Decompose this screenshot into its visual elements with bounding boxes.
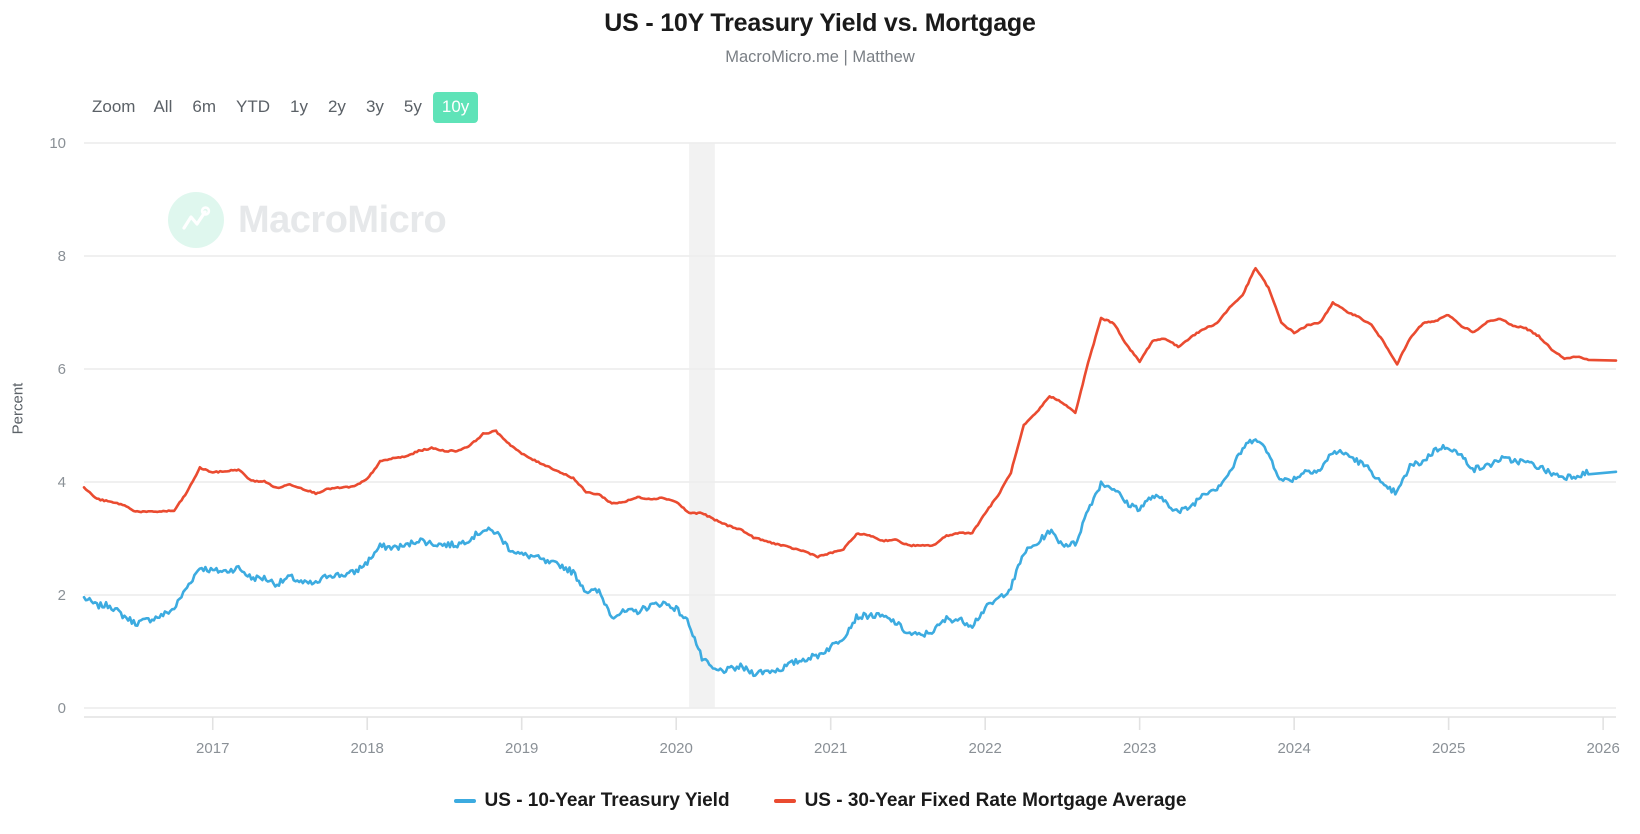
macromicro-watermark: MacroMicro	[168, 192, 447, 248]
legend-label-mortgage: US - 30-Year Fixed Rate Mortgage Average	[804, 790, 1187, 811]
svg-text:2017: 2017	[196, 740, 229, 757]
svg-text:2018: 2018	[351, 740, 384, 757]
chart-subtitle: MacroMicro.me | Matthew	[725, 48, 915, 66]
zoom-button-3y[interactable]: 3y	[365, 97, 384, 116]
svg-text:2: 2	[58, 587, 66, 604]
zoom-button-2y[interactable]: 2y	[327, 97, 346, 116]
svg-text:0: 0	[58, 700, 66, 717]
zoom-range-toolbar: Zoom All 6m YTD 1y 2y 3y 5y 10y	[84, 92, 479, 123]
svg-text:2024: 2024	[1277, 740, 1310, 757]
legend-swatch-treasury	[453, 799, 476, 803]
y-axis-title: Percent	[9, 382, 27, 435]
legend-item-treasury[interactable]: US - 10-Year Treasury Yield	[453, 790, 730, 812]
watermark-text: MacroMicro	[238, 198, 447, 241]
svg-text:2026: 2026	[1586, 740, 1619, 757]
svg-text:2020: 2020	[660, 740, 693, 757]
svg-text:2023: 2023	[1123, 740, 1156, 757]
series-line-0	[82, 438, 1618, 678]
zoom-button-all[interactable]: All	[153, 97, 173, 116]
zoom-button-10y[interactable]: 10y	[432, 92, 479, 123]
recession-band	[689, 143, 715, 708]
svg-text:10: 10	[49, 135, 66, 152]
chart-legend: US - 10-Year Treasury Yield US - 30-Year…	[0, 790, 1640, 812]
zoom-button-1y[interactable]: 1y	[290, 97, 308, 116]
svg-text:2022: 2022	[968, 740, 1001, 757]
svg-text:2021: 2021	[814, 740, 847, 757]
zoom-button-5y[interactable]: 5y	[403, 97, 422, 116]
svg-text:2019: 2019	[505, 740, 538, 757]
legend-item-mortgage[interactable]: US - 30-Year Fixed Rate Mortgage Average	[773, 790, 1187, 812]
legend-label-treasury: US - 10-Year Treasury Yield	[484, 790, 730, 811]
series-line-1	[82, 266, 1618, 559]
zoom-label: Zoom	[92, 97, 136, 117]
page-title: US - 10Y Treasury Yield vs. Mortgage	[604, 9, 1036, 37]
zoom-button-6m[interactable]: 6m	[192, 97, 216, 116]
macromicro-logo-icon	[168, 192, 224, 248]
svg-text:2025: 2025	[1432, 740, 1465, 757]
zoom-button-ytd[interactable]: YTD	[236, 97, 270, 116]
legend-swatch-mortgage	[773, 799, 796, 803]
svg-text:6: 6	[58, 361, 66, 378]
svg-text:4: 4	[58, 474, 66, 491]
svg-text:8: 8	[58, 248, 66, 265]
